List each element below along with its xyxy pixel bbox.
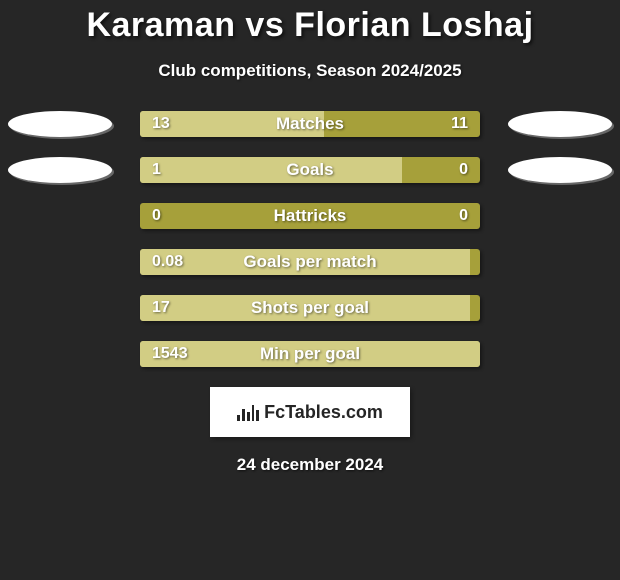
stat-row: Hattricks0 0: [0, 203, 620, 229]
stat-bar: Goals1 0: [140, 157, 480, 183]
stat-value-right: 0: [459, 203, 468, 229]
stat-label: Goals: [140, 157, 480, 183]
stat-label: Matches: [140, 111, 480, 137]
stat-row: Min per goal1543: [0, 341, 620, 367]
stat-bar: Min per goal1543: [140, 341, 480, 367]
stat-value-right: 0: [459, 157, 468, 183]
stat-label: Min per goal: [140, 341, 480, 367]
stat-value-left: 13: [152, 111, 170, 137]
stat-value-left: 1543: [152, 341, 188, 367]
stat-row: Shots per goal17: [0, 295, 620, 321]
stat-label: Shots per goal: [140, 295, 480, 321]
brand-text: FcTables.com: [264, 402, 383, 423]
stat-value-left: 0: [152, 203, 161, 229]
stat-bar: Hattricks0 0: [140, 203, 480, 229]
stat-bar: Goals per match0.08: [140, 249, 480, 275]
brand-badge: FcTables.com: [210, 387, 410, 437]
stat-label: Hattricks: [140, 203, 480, 229]
stat-row: Matches13 11: [0, 111, 620, 137]
stat-bar: Shots per goal17: [140, 295, 480, 321]
stats-list: Matches1311Goals10Hattricks00Goals per m…: [0, 111, 620, 367]
player-avatar-left: [8, 111, 112, 137]
stat-value-left: 0.08: [152, 249, 183, 275]
page-subtitle: Club competitions, Season 2024/2025: [0, 61, 620, 81]
footer-date: 24 december 2024: [0, 455, 620, 475]
bars-icon: [237, 403, 259, 421]
stat-bar: Matches13 11: [140, 111, 480, 137]
stat-value-left: 17: [152, 295, 170, 321]
stat-row: Goals1 0: [0, 157, 620, 183]
player-avatar-right: [508, 157, 612, 183]
stat-label: Goals per match: [140, 249, 480, 275]
player-avatar-right: [508, 111, 612, 137]
player-avatar-left: [8, 157, 112, 183]
stat-value-right: 11: [451, 111, 468, 137]
comparison-card: Karaman vs Florian Loshaj Club competiti…: [0, 0, 620, 475]
stat-value-left: 1: [152, 157, 161, 183]
stat-row: Goals per match0.08: [0, 249, 620, 275]
page-title: Karaman vs Florian Loshaj: [0, 6, 620, 45]
